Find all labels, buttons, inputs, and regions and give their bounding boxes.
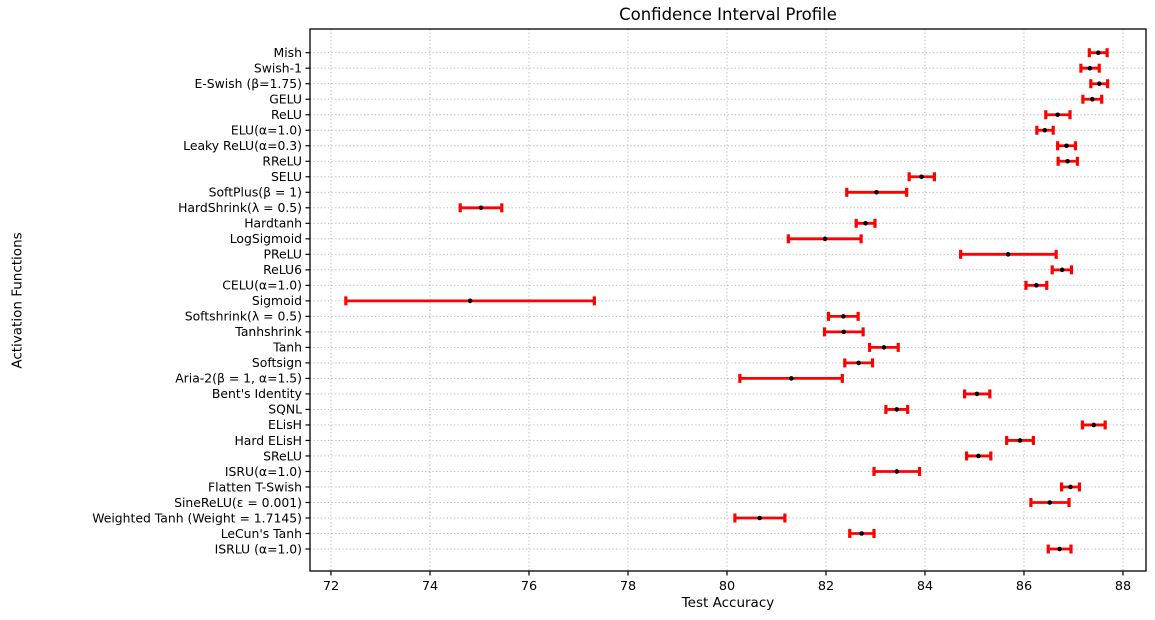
x-tick-label: 82	[818, 579, 834, 594]
y-tick-label: Hard ELisH	[234, 433, 302, 448]
center-marker	[1096, 81, 1102, 87]
center-marker	[1087, 65, 1093, 71]
y-tick-label: LeCun's Tanh	[221, 526, 302, 541]
center-marker	[1089, 96, 1095, 102]
center-marker	[1005, 252, 1011, 257]
y-tick-label: LogSigmoid	[230, 231, 302, 246]
x-tick-label: 76	[521, 579, 537, 594]
y-tick-label: PReLU	[263, 247, 302, 262]
y-tick-label: GELU	[269, 92, 302, 107]
x-tick-label: 86	[1016, 579, 1032, 594]
y-tick-label: Sigmoid	[252, 293, 302, 308]
center-marker	[1034, 283, 1039, 288]
y-tick-label: SoftPlus(β = 1)	[209, 185, 302, 200]
x-tick-label: 80	[719, 579, 735, 594]
center-marker	[822, 236, 828, 242]
y-tick-label: SQNL	[268, 402, 302, 417]
y-tick-label: CELU(α=1.0)	[222, 278, 302, 293]
y-tick-label: Aria-2(β = 1, α=1.5)	[175, 371, 302, 386]
center-marker	[841, 329, 847, 335]
y-tick-label: ReLU	[271, 107, 302, 122]
y-tick-label: ISRLU (α=1.0)	[215, 541, 302, 556]
x-tick-label: 84	[917, 579, 933, 594]
x-tick-label: 72	[323, 579, 339, 594]
center-marker	[1017, 438, 1023, 443]
center-marker	[841, 314, 846, 319]
center-marker	[1095, 50, 1101, 55]
plot-border	[309, 28, 1147, 572]
x-tick-label: 74	[422, 579, 438, 594]
center-marker	[1057, 546, 1062, 552]
center-marker	[1068, 484, 1073, 490]
y-tick-label: Bent's Identity	[212, 386, 302, 401]
center-marker	[974, 391, 980, 397]
center-marker	[976, 453, 981, 459]
y-tick-label: Weighted Tanh (Weight = 1.7145)	[92, 510, 302, 525]
center-marker	[1059, 267, 1065, 273]
x-axis-label: Test Accuracy	[681, 595, 775, 611]
y-tick-label: SineReLU(ε = 0.001)	[174, 495, 302, 510]
y-tick-label: SELU	[271, 169, 302, 184]
x-tick-label: 78	[620, 579, 636, 594]
y-tick-label: Tanh	[272, 340, 302, 355]
center-marker	[1064, 143, 1069, 149]
center-marker	[789, 376, 794, 381]
y-tick-label: E-Swish (β=1.75)	[194, 76, 302, 91]
y-tick-label: SReLU	[263, 448, 302, 463]
center-marker	[478, 205, 484, 211]
x-tick-label: 88	[1115, 579, 1131, 594]
y-tick-label: Softshrink(λ = 0.5)	[185, 309, 302, 324]
center-marker	[1091, 422, 1097, 428]
y-tick-label: Swish-1	[254, 61, 302, 76]
y-tick-label: HardShrink(λ = 0.5)	[178, 200, 302, 215]
y-tick-label: Hardtanh	[244, 216, 302, 231]
y-tick-label: ELU(α=1.0)	[231, 123, 302, 138]
center-marker	[874, 189, 879, 195]
center-marker	[1042, 127, 1048, 133]
y-tick-label: Tanhshrink	[234, 324, 303, 339]
y-tick-label: ISRU(α=1.0)	[225, 464, 302, 479]
center-marker	[894, 469, 900, 474]
y-tick-label: Leaky ReLU(α=0.3)	[183, 138, 302, 153]
center-marker	[1047, 500, 1053, 505]
center-marker	[467, 298, 473, 304]
y-tick-label: Softsign	[252, 355, 302, 370]
y-tick-label: Flatten T-Swish	[208, 479, 302, 494]
center-marker	[894, 407, 900, 412]
center-marker	[856, 360, 861, 366]
chart-title: Confidence Interval Profile	[619, 5, 837, 24]
y-tick-label: ReLU6	[263, 262, 302, 277]
y-tick-label: Mish	[274, 45, 302, 60]
center-marker	[859, 531, 864, 536]
center-marker	[881, 345, 887, 350]
center-marker	[757, 515, 762, 521]
y-tick-label: RReLU	[262, 154, 302, 169]
y-axis-label: Activation Functions	[9, 232, 26, 369]
center-marker	[1055, 112, 1060, 118]
y-tick-label: ELisH	[268, 417, 302, 432]
center-marker	[863, 221, 868, 226]
center-marker	[919, 174, 924, 180]
center-marker	[1065, 158, 1070, 164]
